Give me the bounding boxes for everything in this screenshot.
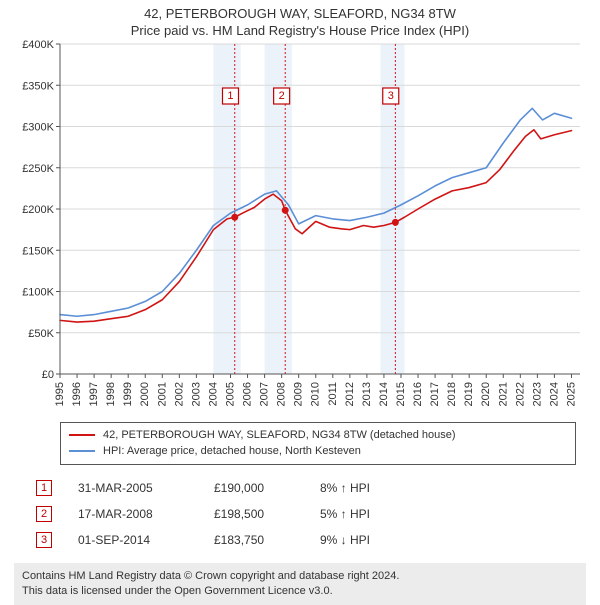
svg-text:2005: 2005	[224, 382, 236, 406]
sale-hpi-delta: 8% ↑ HPI	[320, 481, 410, 495]
svg-text:2014: 2014	[378, 382, 390, 406]
legend-label: 42, PETERBOROUGH WAY, SLEAFORD, NG34 8TW…	[103, 427, 456, 443]
svg-text:2018: 2018	[446, 382, 458, 406]
svg-text:2012: 2012	[344, 382, 356, 406]
chart-title-sub: Price paid vs. HM Land Registry's House …	[0, 23, 600, 38]
legend: 42, PETERBOROUGH WAY, SLEAFORD, NG34 8TW…	[60, 422, 576, 465]
svg-text:2006: 2006	[242, 382, 254, 406]
legend-item: 42, PETERBOROUGH WAY, SLEAFORD, NG34 8TW…	[69, 427, 567, 443]
svg-text:£400K: £400K	[22, 39, 54, 51]
svg-text:2002: 2002	[173, 382, 185, 406]
sale-marker: 1	[36, 480, 52, 496]
svg-text:2008: 2008	[276, 382, 288, 406]
sale-price: £198,500	[214, 507, 294, 521]
svg-text:£350K: £350K	[22, 80, 54, 92]
sales-table: 1 31-MAR-2005 £190,000 8% ↑ HPI 2 17-MAR-2008…	[36, 475, 576, 553]
svg-text:2009: 2009	[293, 382, 305, 406]
chart-title-address: 42, PETERBOROUGH WAY, SLEAFORD, NG34 8TW	[0, 6, 600, 21]
sale-price: £190,000	[214, 481, 294, 495]
attribution-footer: Contains HM Land Registry data © Crown c…	[14, 563, 586, 605]
svg-text:1: 1	[227, 90, 233, 102]
svg-text:2003: 2003	[190, 382, 202, 406]
svg-text:2023: 2023	[531, 382, 543, 406]
svg-text:£300K: £300K	[22, 122, 54, 134]
svg-text:2011: 2011	[327, 382, 339, 406]
svg-text:2021: 2021	[497, 382, 509, 406]
svg-text:2: 2	[279, 90, 285, 102]
footer-line-2: This data is licensed under the Open Gov…	[22, 584, 578, 599]
svg-text:£200K: £200K	[22, 204, 54, 216]
svg-text:2020: 2020	[480, 382, 492, 406]
price-chart: £0 £50K £100K £150K £200K £250K £300K £350K £400…	[0, 38, 600, 416]
svg-text:1999: 1999	[122, 382, 134, 406]
svg-text:£250K: £250K	[22, 163, 54, 175]
svg-text:2017: 2017	[429, 382, 441, 406]
legend-item: HPI: Average price, detached house, Nort…	[69, 443, 567, 459]
svg-text:£150K: £150K	[22, 245, 54, 257]
svg-text:2010: 2010	[310, 382, 322, 406]
svg-text:1997: 1997	[88, 382, 100, 406]
svg-text:3: 3	[388, 90, 394, 102]
svg-text:1996: 1996	[71, 382, 83, 406]
svg-text:2024: 2024	[548, 382, 560, 406]
svg-text:1998: 1998	[105, 382, 117, 406]
svg-text:2000: 2000	[139, 382, 151, 406]
sale-date: 31-MAR-2005	[78, 481, 188, 495]
sale-row: 2 17-MAR-2008 £198,500 5% ↑ HPI	[36, 501, 576, 527]
legend-swatch	[69, 450, 95, 452]
svg-text:2004: 2004	[207, 382, 219, 406]
svg-text:1995: 1995	[54, 382, 66, 406]
sale-price: £183,750	[214, 533, 294, 547]
sale-marker: 2	[36, 506, 52, 522]
svg-text:2019: 2019	[463, 382, 475, 406]
sale-date: 01-SEP-2014	[78, 533, 188, 547]
svg-text:2013: 2013	[361, 382, 373, 406]
svg-text:2016: 2016	[412, 382, 424, 406]
svg-text:2015: 2015	[395, 382, 407, 406]
sale-row: 3 01-SEP-2014 £183,750 9% ↓ HPI	[36, 527, 576, 553]
legend-label: HPI: Average price, detached house, Nort…	[103, 443, 361, 459]
svg-text:2025: 2025	[565, 382, 577, 406]
svg-text:2007: 2007	[259, 382, 271, 406]
svg-text:£100K: £100K	[22, 287, 54, 299]
sale-date: 17-MAR-2008	[78, 507, 188, 521]
sale-row: 1 31-MAR-2005 £190,000 8% ↑ HPI	[36, 475, 576, 501]
sale-hpi-delta: 9% ↓ HPI	[320, 533, 410, 547]
footer-line-1: Contains HM Land Registry data © Crown c…	[22, 569, 578, 584]
sale-hpi-delta: 5% ↑ HPI	[320, 507, 410, 521]
svg-text:£0: £0	[42, 369, 54, 381]
svg-text:£50K: £50K	[28, 328, 54, 340]
svg-text:2022: 2022	[514, 382, 526, 406]
svg-text:2001: 2001	[156, 382, 168, 406]
legend-swatch	[69, 434, 95, 436]
sale-marker: 3	[36, 532, 52, 548]
